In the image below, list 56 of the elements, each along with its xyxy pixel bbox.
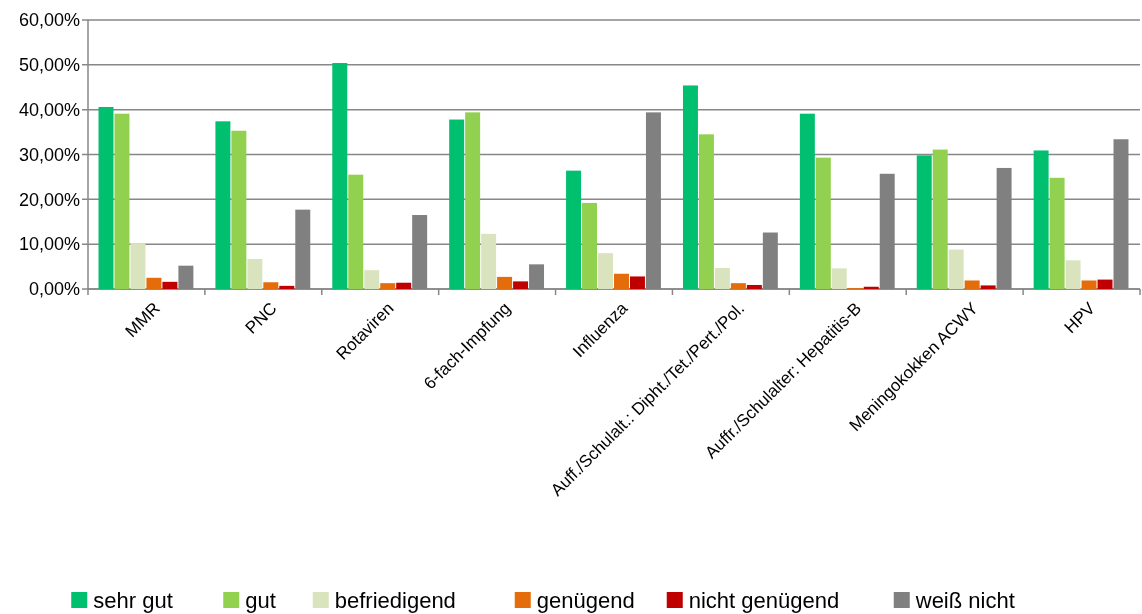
y-tick-label: 40,00% — [18, 99, 80, 120]
bar — [215, 121, 231, 289]
bar — [799, 113, 815, 289]
bar — [263, 282, 279, 289]
bar — [481, 233, 497, 289]
bar — [130, 243, 146, 289]
bar — [614, 273, 629, 289]
bar — [247, 258, 263, 289]
bar — [980, 285, 996, 289]
legend-label: genügend — [536, 587, 635, 613]
bar — [1097, 279, 1113, 289]
bar — [815, 157, 831, 289]
legend-label: nicht genügend — [688, 587, 840, 613]
legend-label: weiß nicht — [914, 587, 1015, 613]
bar — [629, 276, 645, 289]
bar — [396, 282, 412, 289]
bar — [513, 281, 529, 289]
bar — [566, 170, 582, 289]
y-tick-label: 50,00% — [18, 55, 80, 76]
bar — [698, 134, 714, 289]
bar — [279, 285, 295, 289]
bar — [98, 106, 114, 289]
bar — [932, 149, 948, 289]
bar — [449, 119, 465, 289]
bar — [332, 63, 348, 289]
bar — [146, 277, 162, 289]
bar — [1081, 280, 1097, 289]
bar — [1033, 150, 1049, 289]
bar — [916, 155, 932, 289]
bar — [730, 283, 746, 289]
bar — [1049, 177, 1065, 289]
bar — [497, 276, 513, 289]
bar — [948, 249, 964, 289]
bar — [582, 202, 598, 289]
bar — [465, 112, 481, 289]
bar — [1065, 260, 1081, 289]
bar — [364, 270, 380, 289]
bar — [114, 113, 130, 289]
bar — [746, 284, 762, 289]
bar — [598, 253, 613, 289]
bar — [348, 174, 364, 289]
y-tick-label: 30,00% — [18, 144, 80, 165]
bar — [162, 281, 178, 289]
y-tick-label: 0,00% — [28, 279, 80, 300]
bar — [714, 267, 730, 289]
bar — [831, 268, 847, 289]
y-tick-label: 10,00% — [18, 234, 80, 255]
legend-label: befriedigend — [334, 587, 456, 613]
bar — [964, 280, 980, 289]
bar — [380, 283, 396, 289]
bar — [682, 85, 698, 289]
legend-label: sehr gut — [93, 587, 173, 613]
legend-label: gut — [245, 587, 276, 613]
bar — [231, 130, 247, 289]
y-tick-label: 20,00% — [18, 189, 80, 210]
y-tick-label: 60,00% — [18, 10, 80, 31]
